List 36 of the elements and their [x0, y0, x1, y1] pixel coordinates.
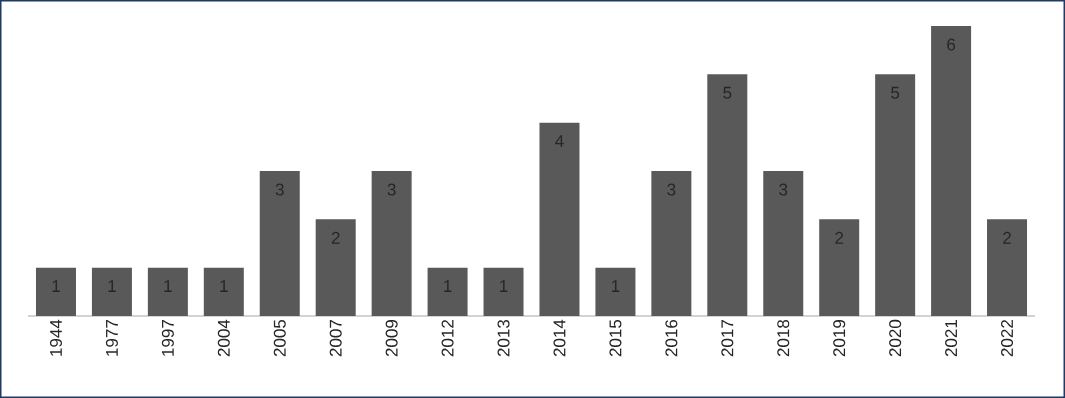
bar: [707, 74, 748, 316]
bar: [35, 267, 76, 316]
x-tick-label: 2007: [329, 320, 342, 357]
bar: [203, 267, 244, 316]
bar: [987, 219, 1028, 316]
x-tick-label: 2019: [833, 320, 846, 357]
bar: [91, 267, 132, 316]
x-tick-label: 2005: [273, 319, 286, 357]
x-tick-label: 2021: [945, 320, 958, 357]
bar: [147, 267, 188, 316]
x-tick-label: 2017: [721, 320, 734, 357]
bar: [483, 267, 524, 316]
x-tick-label: 2014: [553, 319, 566, 357]
bar: [763, 171, 804, 316]
bar: [371, 171, 412, 316]
x-tick-label: 2009: [385, 320, 398, 357]
x-tick-label: 1977: [105, 320, 118, 356]
bar: [819, 219, 860, 316]
x-tick-label: 2022: [1001, 320, 1014, 357]
x-tick-label: 1944: [49, 319, 62, 356]
x-tick-label: 2016: [665, 319, 678, 357]
x-tick-label: 2020: [889, 319, 902, 357]
x-tick-label: 1997: [161, 320, 174, 356]
bar: [539, 122, 580, 316]
x-tick-label: 2018: [777, 319, 790, 357]
bar: [427, 267, 468, 316]
bar: [315, 219, 356, 316]
bar: [875, 74, 916, 316]
bar: [931, 26, 972, 316]
bar: [259, 171, 300, 316]
bar: [651, 171, 692, 316]
x-tick-label: 2013: [497, 319, 510, 357]
x-tick-label: 2012: [441, 320, 454, 357]
bar: [595, 267, 636, 316]
x-tick-label: 2015: [609, 319, 622, 357]
x-tick-label: 2004: [217, 319, 230, 357]
